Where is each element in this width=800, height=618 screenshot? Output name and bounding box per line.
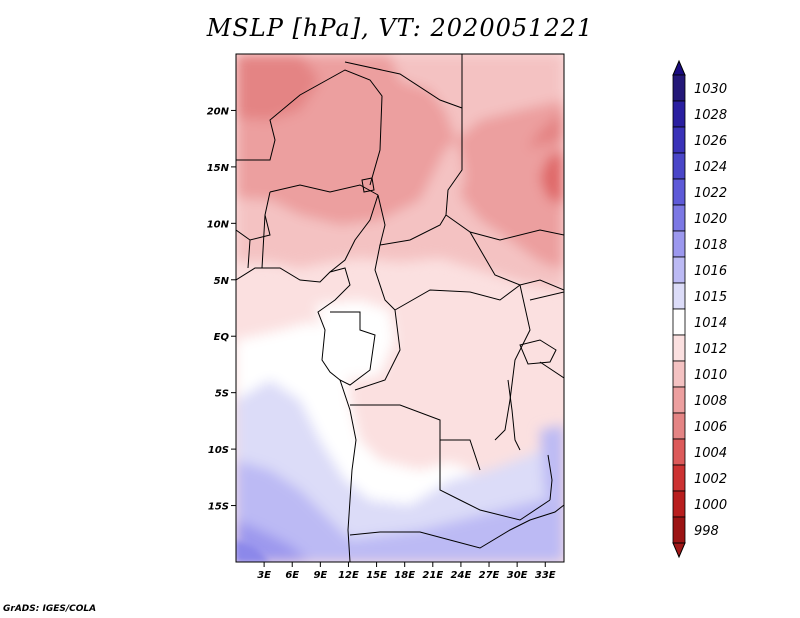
- colorbar-swatch: [672, 282, 686, 310]
- colorbar-swatch: [672, 464, 686, 492]
- colorbar-label: 1015: [694, 290, 727, 305]
- plot-frame: [235, 53, 565, 563]
- colorbar-swatch: [672, 126, 686, 154]
- y-tick-label: 5S: [215, 389, 229, 400]
- x-tick-label: 24E: [451, 570, 472, 581]
- colorbar-label: 1026: [694, 134, 727, 149]
- border-angola-namibia: [349, 531, 451, 541]
- y-tick-label: 15S: [208, 502, 229, 513]
- pressure-field: [236, 54, 564, 562]
- colorbar-label: 1016: [694, 264, 727, 279]
- x-tick-label: 21E: [422, 570, 443, 581]
- border-drc-east: [494, 284, 531, 441]
- x-axis: 3E 6E 9E 12E 15E 18E 21E 24E 27E 30E 33E: [257, 562, 556, 581]
- colorbar-swatch: [672, 100, 686, 128]
- y-axis: 20N 15N 10N 5N EQ 5S 10S 15S: [207, 106, 236, 513]
- border-chad-car: [377, 194, 447, 246]
- field-1018-corner: [236, 540, 270, 562]
- colorbar-swatch: [672, 334, 686, 362]
- x-tick-label: 27E: [479, 570, 500, 581]
- field-1008-ne: [460, 140, 564, 270]
- y-tick-label: EQ: [214, 332, 230, 343]
- colorbar-swatch: [672, 386, 686, 414]
- colorbar-swatch: [672, 152, 686, 180]
- lake-malawi: [547, 454, 553, 501]
- colorbar-label: 1012: [694, 342, 727, 357]
- border-zambia-south: [449, 504, 564, 549]
- border-algeria-niger: [344, 61, 463, 109]
- colorbar-label: 1014: [694, 316, 727, 331]
- colorbar-swatch: [672, 178, 686, 206]
- y-tick-label: 5N: [214, 276, 230, 287]
- border-nigeria-niger: [269, 184, 379, 196]
- colorbar-label: 1010: [694, 368, 727, 383]
- field-1016-sw: [236, 460, 564, 562]
- colorbar-top-arrow: [672, 59, 686, 76]
- y-tick-label: 20N: [207, 106, 230, 117]
- colorbar-label: 1008: [694, 394, 727, 409]
- colorbar-label: 1006: [694, 420, 727, 435]
- border-togo-benin: [247, 214, 266, 269]
- colorbar-swatch: [672, 308, 686, 336]
- lake-victoria: [519, 339, 557, 365]
- colorbar-swatch: [672, 490, 686, 518]
- colorbar-label: 1022: [694, 186, 727, 201]
- colorbar-swatch: [672, 516, 686, 544]
- x-tick-label: 3E: [257, 570, 271, 581]
- y-tick-label: 10S: [208, 445, 229, 456]
- colorbar-swatch: [672, 230, 686, 258]
- coastline-west-africa: [236, 267, 357, 562]
- border-drc-angola: [350, 404, 481, 471]
- sudan-ss-border: [469, 229, 564, 241]
- x-tick-label: 15E: [366, 570, 387, 581]
- field-1004-east: [540, 150, 564, 205]
- border-burkina-ghana: [236, 191, 271, 241]
- border-car-drc: [394, 284, 521, 311]
- colorbar-bottom-arrow: [672, 542, 686, 559]
- border-kenya-tanzania: [529, 291, 564, 379]
- x-tick-label: 33E: [535, 570, 556, 581]
- borders: [236, 54, 564, 562]
- x-tick-label: 9E: [313, 570, 327, 581]
- border-cameroon-car: [374, 244, 396, 311]
- colorbar-label: 1020: [694, 212, 727, 227]
- field-1012-inland: [410, 290, 510, 430]
- colorbar-swatch: [672, 256, 686, 284]
- colorbar-swatch: [672, 204, 686, 232]
- x-tick-label: 6E: [285, 570, 299, 581]
- field-1006-nw: [236, 54, 320, 120]
- map-title: MSLP [hPa], VT: 2020051221: [206, 14, 594, 42]
- x-tick-label: 18E: [394, 570, 415, 581]
- colorbar-label: 1024: [694, 160, 727, 175]
- border-mali-niger: [236, 69, 383, 186]
- colorbar-label: 1002: [694, 472, 727, 487]
- colorbar-swatch: [672, 360, 686, 388]
- border-angola-zambia: [439, 440, 551, 521]
- x-tick-label: 12E: [338, 570, 359, 581]
- lake-chad: [361, 177, 375, 193]
- y-tick-label: 15N: [207, 163, 230, 174]
- credit-text: GrADS: IGES/COLA: [3, 604, 97, 614]
- field-1016-se: [540, 425, 564, 500]
- border-libya-chad: [445, 54, 463, 216]
- y-tick-label: 10N: [207, 219, 230, 230]
- colorbar-label: 998: [694, 524, 719, 539]
- border-congo-drc: [354, 309, 401, 391]
- colorbar-swatch: [672, 438, 686, 466]
- colorbar-label: 1028: [694, 108, 727, 123]
- lake-tanganyika: [507, 379, 521, 451]
- colorbar-swatch: [672, 74, 686, 102]
- colorbar-label: 1004: [694, 446, 727, 461]
- border-gabon-congo: [330, 311, 376, 386]
- colorbar-label: 1000: [694, 498, 727, 513]
- border-nigeria-cameroon: [329, 194, 379, 273]
- colorbar-label: 1018: [694, 238, 727, 253]
- x-tick-label: 30E: [507, 570, 528, 581]
- colorbar: 1030 1028 1026 1024 1022 1020 1018 1016 1015 1014…: [672, 59, 727, 559]
- colorbar-label: 1030: [694, 82, 727, 97]
- colorbar-swatch: [672, 412, 686, 440]
- field-1014-gabon: [315, 300, 395, 380]
- border-sudan-chad: [445, 214, 564, 291]
